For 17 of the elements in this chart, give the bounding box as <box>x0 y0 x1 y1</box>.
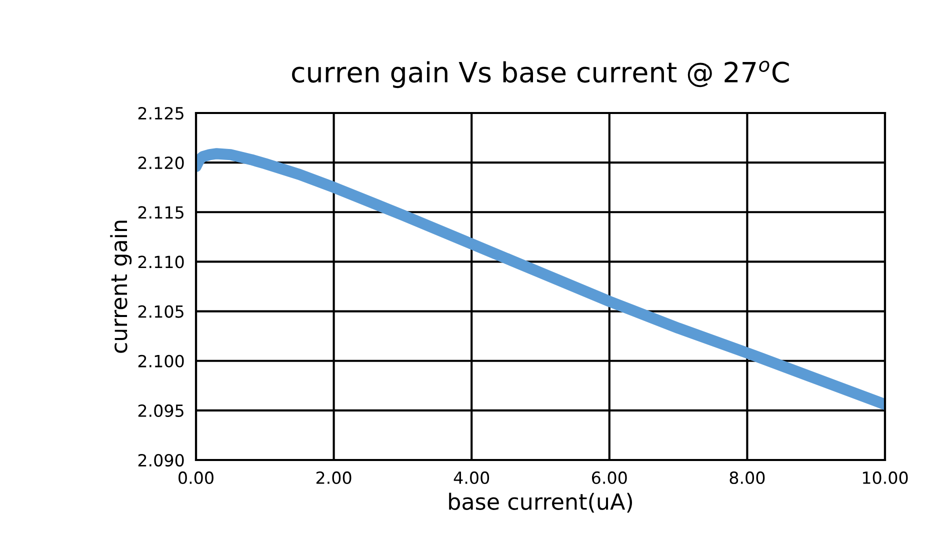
y-tick-label: 2.125 <box>138 106 184 120</box>
x-axis-title: base current(uA) <box>449 492 632 513</box>
y-axis-title: current gain <box>110 220 132 353</box>
y-tick-label: 2.100 <box>138 354 184 368</box>
x-tick-label: 2.00 <box>316 471 352 484</box>
x-tick-label: 6.00 <box>592 471 627 484</box>
y-tick-label: 2.090 <box>138 454 184 467</box>
y-tick-label: 2.115 <box>138 206 184 219</box>
chart-title: curren gain Vs base current @ 27$^{o}$C <box>292 60 789 88</box>
y-tick-label: 2.120 <box>138 156 184 170</box>
x-tick-label: 0.00 <box>178 471 214 484</box>
y-tick-label: 2.095 <box>138 404 184 417</box>
x-tick-label: 10.00 <box>862 471 908 484</box>
x-tick-label: 8.00 <box>730 471 765 484</box>
x-tick-label: 4.00 <box>454 471 490 484</box>
y-tick-label: 2.105 <box>138 305 184 318</box>
y-tick-label: 2.110 <box>138 256 184 268</box>
